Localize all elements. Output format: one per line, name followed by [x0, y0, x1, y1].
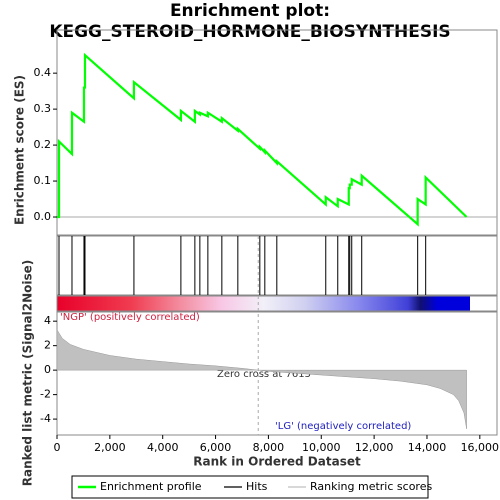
panel-frame — [56, 311, 498, 436]
x-tick-label: 4,000 — [147, 441, 179, 454]
y-tick-label: 2 — [44, 339, 51, 352]
y-tick-label: 0.4 — [34, 66, 52, 79]
zero-cross-label: Zero cross at 7615 — [217, 369, 311, 380]
ngp-label: 'NGP' (positively correlated) — [60, 312, 200, 323]
panel-frame — [56, 29, 498, 236]
x-tick-label: 14,000 — [408, 441, 447, 454]
y-tick-label: 0.3 — [34, 102, 52, 115]
panel-frame — [56, 295, 498, 312]
y-tick-label: 0.1 — [34, 174, 52, 187]
legend — [71, 475, 429, 499]
legend-label: Hits — [246, 480, 268, 493]
x-tick-label: 8,000 — [253, 441, 285, 454]
x-tick-label: 2,000 — [94, 441, 126, 454]
es-line — [57, 52, 468, 227]
y-tick-label: 0 — [44, 363, 51, 376]
rank-color-bar — [57, 296, 470, 311]
y-tick-label: -2 — [40, 388, 51, 401]
metric-area — [56, 328, 467, 429]
subtitle: KEGG_STEROID_HORMONE_BIOSYNTHESIS — [49, 22, 450, 42]
es-axis-label: Enrichment score (ES) — [13, 75, 27, 225]
x-tick-label: 6,000 — [200, 441, 232, 454]
x-tick-label: 16,000 — [461, 441, 500, 454]
y-tick-label: 4 — [44, 314, 51, 327]
x-axis-label: Rank in Ordered Dataset — [193, 455, 361, 469]
legend-label: Ranking metric scores — [310, 480, 432, 493]
legend-label: Enrichment profile — [100, 480, 202, 493]
lg-label: 'LG' (negatively correlated) — [275, 421, 411, 432]
x-tick-label: 0 — [54, 441, 61, 454]
x-tick-label: 10,000 — [302, 441, 341, 454]
x-tick-label: 12,000 — [355, 441, 394, 454]
y-tick-label: -4 — [40, 412, 51, 425]
y-tick-label: 0.0 — [34, 210, 52, 223]
y-tick-label: 0.2 — [34, 138, 52, 151]
title: Enrichment plot: — [170, 1, 330, 21]
metric-axis-label: Ranked list metric (Signal2Noise) — [21, 260, 35, 487]
